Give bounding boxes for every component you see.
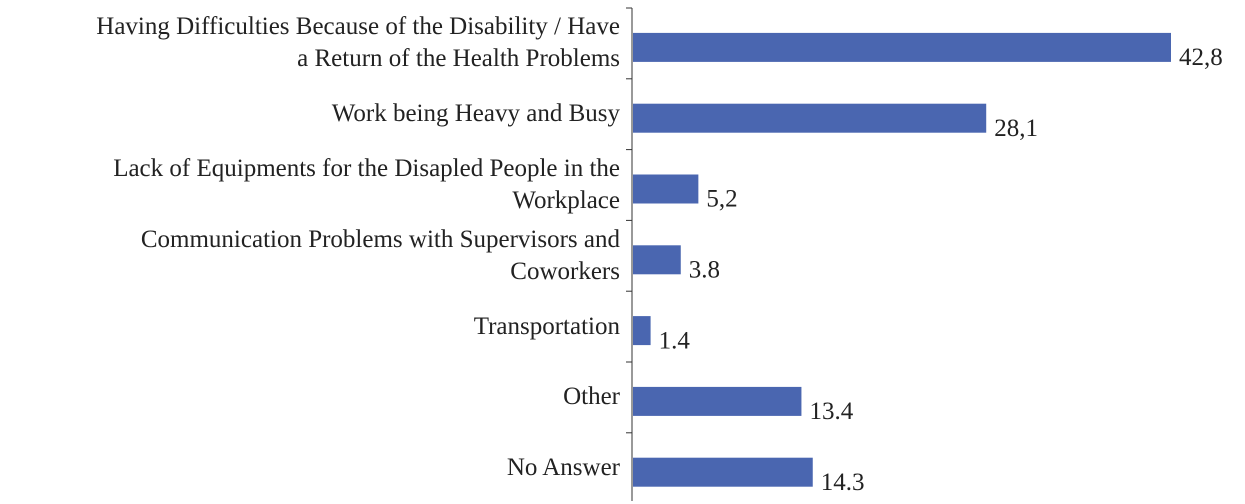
bar — [633, 174, 699, 204]
category-label: Transportation — [473, 312, 620, 340]
category-label: Lack of Equipments for the Disapled Peop… — [113, 154, 620, 214]
category-label: Communication Problems with Supervisors … — [140, 225, 620, 285]
data-label: 14.3 — [821, 469, 865, 496]
bar — [633, 103, 987, 133]
category-label: Having Difficulties Because of the Disab… — [96, 13, 620, 73]
category-label: No Answer — [506, 454, 620, 482]
bar — [633, 316, 651, 346]
bar — [633, 245, 681, 275]
bar — [633, 386, 802, 416]
data-label: 3.8 — [689, 257, 720, 284]
data-label: 13.4 — [809, 398, 853, 425]
category-label: Work being Heavy and Busy — [331, 100, 620, 128]
bar — [633, 457, 813, 487]
bar — [633, 32, 1171, 62]
data-label: 28,1 — [994, 115, 1038, 142]
data-label: 1.4 — [659, 327, 691, 354]
data-label: 42,8 — [1179, 44, 1223, 71]
category-label: Other — [563, 383, 620, 411]
data-label: 5,2 — [706, 186, 737, 213]
